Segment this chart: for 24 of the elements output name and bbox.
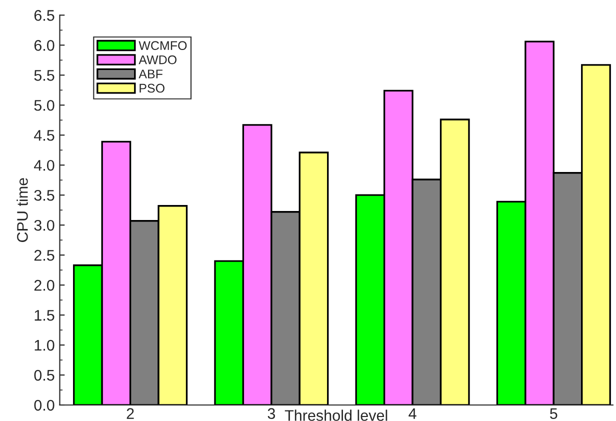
- y-tick-label: 6.5: [34, 10, 54, 21]
- y-tick-label: 5.5: [34, 70, 54, 81]
- legend-label: PSO: [140, 84, 164, 93]
- legend-label: WCMFO: [138, 41, 187, 50]
- x-tick-label: 3: [268, 408, 275, 419]
- y-tick-label: 2.0: [34, 280, 54, 291]
- y-axis-title: CPU time: [16, 178, 28, 242]
- y-tick-label: 4.0: [34, 160, 54, 171]
- y-tick-label: 4.5: [34, 130, 54, 141]
- y-tick-label: 3.5: [34, 190, 54, 201]
- y-tick-label: 1.5: [34, 310, 54, 321]
- y-tick-label: 3.0: [34, 220, 54, 231]
- y-tick-label: 6.0: [34, 40, 54, 51]
- y-tick-label: 0.0: [34, 400, 54, 411]
- x-tick-label: 4: [408, 408, 416, 419]
- y-tick-label: 2.5: [34, 250, 54, 261]
- y-tick-label: 1.0: [34, 340, 54, 351]
- legend-label: ABF: [138, 70, 162, 78]
- y-tick-label: 0.5: [34, 370, 54, 381]
- y-tick-label: 5.0: [34, 100, 54, 111]
- legend-label: AWDO: [138, 55, 176, 64]
- x-tick-label: 5: [550, 408, 558, 419]
- x-tick-label: 2: [126, 408, 134, 419]
- x-axis-title: Threshold level: [284, 410, 388, 421]
